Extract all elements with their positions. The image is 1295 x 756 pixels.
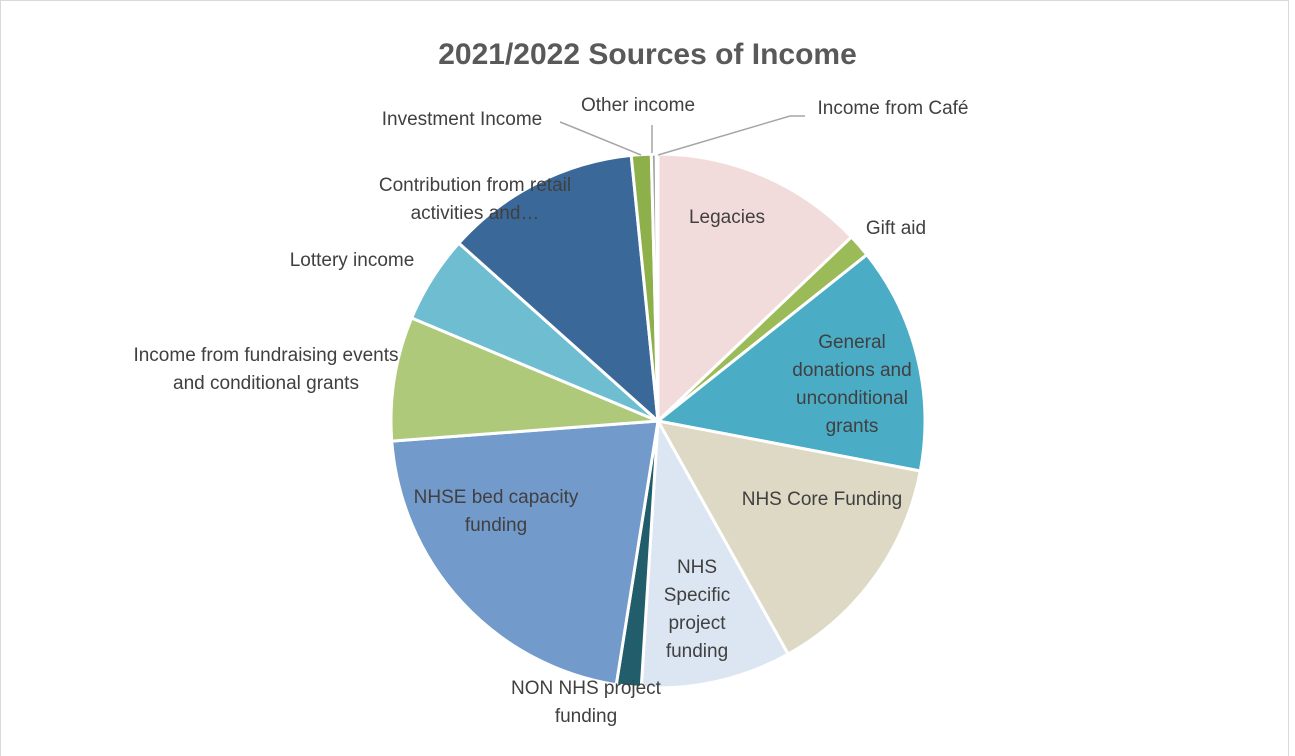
pie-slice bbox=[656, 419, 922, 656]
slice-label: NHSE bed capacity funding bbox=[413, 487, 579, 536]
pie-slice bbox=[656, 253, 927, 473]
leader-line bbox=[657, 115, 805, 156]
pie-slice bbox=[656, 152, 853, 423]
slice-label: NHS Specific project funding bbox=[663, 557, 731, 662]
leader-line bbox=[559, 121, 642, 156]
slice-label: Income from fundraising events and condi… bbox=[133, 345, 399, 394]
chart-title: 2021/2022 Sources of Income bbox=[438, 38, 857, 71]
pie-slice bbox=[389, 316, 660, 443]
slice-label: NHS Core Funding bbox=[741, 489, 903, 510]
slice-label: Income from Café bbox=[817, 98, 969, 119]
pie-slice bbox=[639, 419, 790, 690]
pie-slice bbox=[390, 419, 660, 687]
slice-label: Lottery income bbox=[289, 250, 415, 271]
pie-slice bbox=[457, 153, 660, 423]
slice-label: Legacies bbox=[688, 207, 766, 228]
slice-label: Gift aid bbox=[865, 218, 927, 239]
slice-label: Other income bbox=[580, 95, 696, 116]
pie-slice bbox=[654, 152, 660, 423]
slice-label: Investment Income bbox=[381, 109, 543, 130]
slice-label: Contribution from retail activities and… bbox=[378, 175, 572, 224]
slice-label: General donations and unconditional gran… bbox=[792, 332, 912, 437]
slice-label: NON NHS project funding bbox=[511, 678, 661, 727]
